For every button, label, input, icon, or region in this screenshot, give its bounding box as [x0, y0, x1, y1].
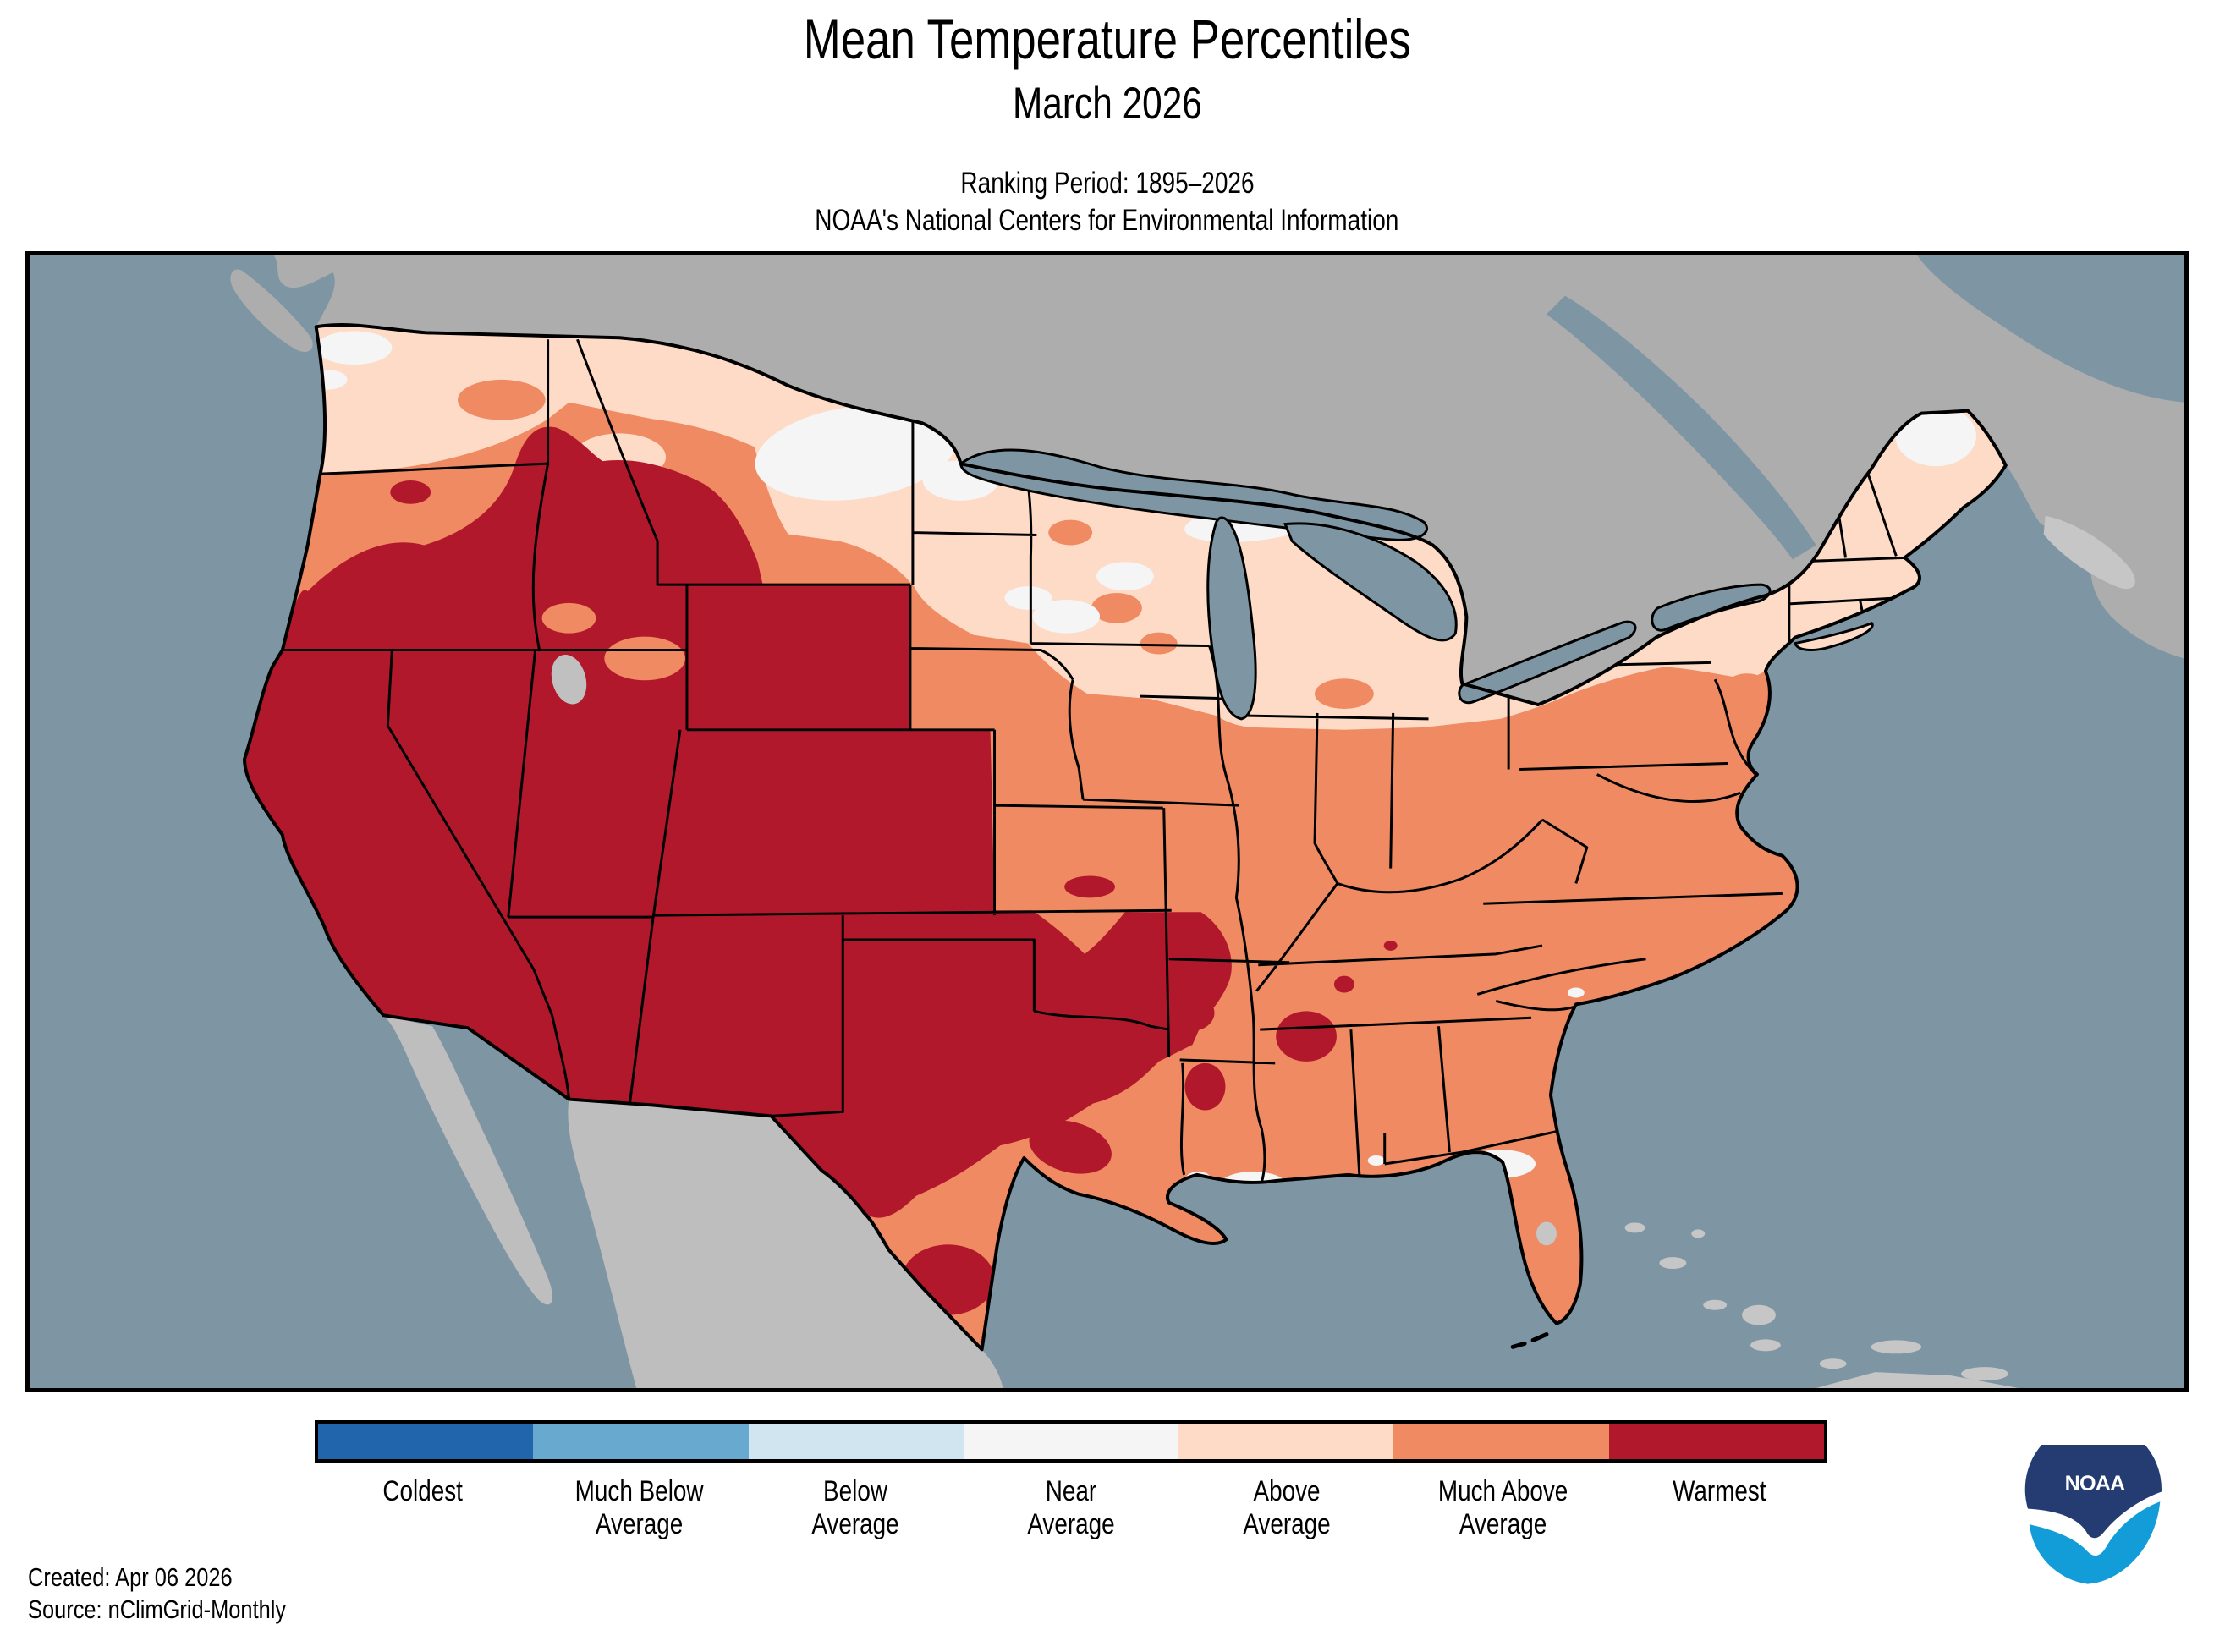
legend-label-coldest: Coldest [382, 1475, 463, 1507]
noaa-logo-text: NOAA [2065, 1472, 2125, 1496]
footer-info: Created: Apr 06 2026 Source: nClimGrid-M… [28, 1561, 343, 1626]
us-outline [243, 322, 2008, 1352]
us-percentile-map [25, 251, 2189, 1392]
legend-swatch-warmest [1608, 1424, 1824, 1459]
legend-label-much-above-average: Much Above Average [1438, 1475, 1568, 1540]
attribution-text: NOAA's National Centers for Environmenta… [815, 204, 1399, 237]
warmest-west-region [244, 426, 1232, 1218]
noaa-logo: NOAA [2024, 1421, 2166, 1587]
legend-label-near-average: Near Average [1027, 1475, 1115, 1540]
great-salt-lake [551, 655, 587, 705]
percentile-legend [315, 1420, 1827, 1463]
lake-michigan [1206, 516, 1257, 721]
legend-swatch-much-below-average [533, 1424, 749, 1459]
noaa-logo-light-wave [2029, 1501, 2161, 1584]
noaa-logo-graphic: NOAA [2024, 1421, 2163, 1584]
florida-keys [1510, 1331, 1549, 1349]
page-title: Mean Temperature Percentiles [803, 8, 1411, 70]
ranking-period-text: Ranking Period: 1895–2026 [959, 167, 1255, 200]
noaa-logo-dark-fan [2024, 1421, 2162, 1539]
gulf-of-st-lawrence [1909, 255, 2184, 403]
st-lawrence-river [1546, 295, 1816, 560]
great-lakes [959, 448, 1772, 721]
warmest-inner-orange-patches [541, 602, 685, 681]
legend-swatch-much-above-average [1393, 1424, 1609, 1459]
legend-labels: Coldest Much Below Average Below Average… [315, 1475, 1827, 1541]
legend-label-warmest: Warmest [1672, 1475, 1766, 1507]
long-island [1793, 621, 1874, 651]
created-date: Created: Apr 06 2026 [28, 1562, 233, 1592]
mexico-landmass [568, 1099, 1003, 1388]
lake-superior [959, 448, 1428, 541]
state-borders [282, 338, 1905, 1188]
map-canvas [30, 255, 2184, 1388]
bahamas-cuba-islands [1624, 1222, 2019, 1388]
legend-label-much-below-average: Much Below Average [574, 1475, 704, 1540]
data-source: Source: nClimGrid-Monthly [28, 1594, 287, 1624]
legend-swatch-below-average [748, 1424, 964, 1459]
vancouver-island [230, 269, 313, 352]
legend-label-below-average: Below Average [810, 1475, 899, 1540]
legend-swatch-coldest [318, 1424, 534, 1459]
page-subtitle: March 2026 [1012, 79, 1202, 129]
nova-scotia [2043, 515, 2135, 590]
legend-swatch-above-average [1178, 1424, 1394, 1459]
above-average-north-band [314, 324, 2006, 730]
lake-okeechobee [1536, 1221, 1557, 1246]
lake-ontario [1651, 583, 1772, 632]
baja-california [383, 1015, 552, 1305]
lake-erie [1458, 620, 1637, 705]
legend-swatch-near-average [963, 1424, 1179, 1459]
legend-label-above-average: Above Average [1243, 1475, 1332, 1540]
lake-huron [1283, 522, 1458, 642]
